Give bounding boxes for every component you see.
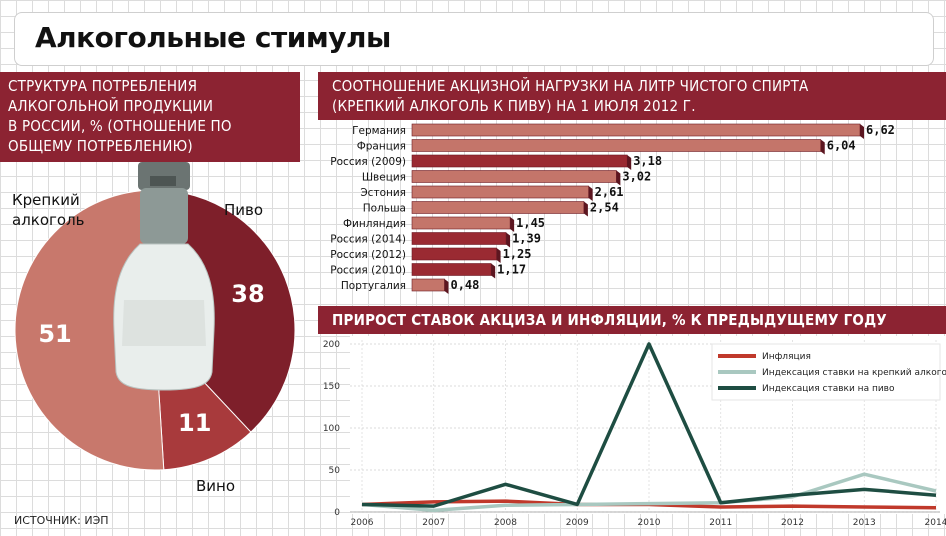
bar-value-label: 0,48: [450, 278, 479, 292]
y-tick-label: 0: [334, 508, 340, 518]
legend-label: Инфляция: [762, 352, 811, 362]
bar-value-label: 2,61: [595, 185, 624, 199]
pie-heading-line: СТРУКТУРА ПОТРЕБЛЕНИЯ: [8, 77, 198, 95]
bar-category-label: Россия (2012): [330, 249, 406, 261]
x-tick-label: 2008: [494, 518, 517, 528]
pie-label-strong-line: Крепкий: [12, 191, 80, 209]
y-tick-label: 150: [323, 382, 340, 392]
bottle-icon: [113, 162, 215, 391]
bar-shadow: [583, 201, 588, 217]
pie-value-label: 51: [38, 320, 71, 348]
bar-shadow: [510, 217, 515, 232]
x-tick-label: 2012: [781, 518, 804, 528]
pie-heading-line: АЛКОГОЛЬНОЙ ПРОДУКЦИИ: [8, 97, 214, 115]
bar-value-label: 2,54: [590, 201, 619, 215]
pie-heading: СТРУКТУРА ПОТРЕБЛЕНИЯ АЛКОГОЛЬНОЙ ПРОДУК…: [0, 72, 300, 162]
bar-shadow: [820, 139, 825, 155]
bar-category-label: Россия (2010): [330, 265, 406, 277]
x-tick-label: 2014: [925, 518, 946, 528]
legend-label: Индексация ставки на крепкий алкоголь: [762, 368, 946, 378]
bar-category-label: Эстония: [360, 187, 406, 199]
bar-value-label: 6,62: [866, 123, 895, 137]
pie-label-beer: Пиво: [224, 201, 264, 219]
bar-heading-line: (КРЕПКИЙ АЛКОГОЛЬ К ПИВУ) НА 1 ИЮЛЯ 2012…: [332, 97, 696, 115]
pie-value-label: 11: [178, 409, 211, 437]
x-tick-label: 2011: [709, 518, 732, 528]
pie-heading-line: В РОССИИ, % (ОТНОШЕНИЕ ПО: [8, 117, 232, 135]
bar-category-label: Швеция: [362, 172, 406, 184]
bar-shadow: [627, 155, 632, 170]
bar-shadow: [860, 124, 864, 139]
pie-label-strong: Крепкий алкоголь: [12, 190, 85, 230]
bar-shadow: [588, 186, 593, 201]
y-tick-label: 100: [323, 424, 340, 434]
x-tick-label: 2010: [638, 518, 661, 528]
bar-category-label: Россия (2014): [330, 234, 406, 246]
bar-shadow: [496, 248, 501, 263]
series-line: [361, 342, 937, 508]
bar-value-label: 6,04: [827, 139, 856, 153]
pie-label-wine: Вино: [196, 477, 236, 495]
page-title: Алкогольные стимулы: [35, 21, 391, 54]
bar-value-label: 1,17: [497, 263, 526, 277]
legend-label: Индексация ставки на пиво: [762, 384, 895, 394]
bar-category-label: Германия: [352, 125, 406, 137]
pie-heading-line: ОБЩЕМУ ПОТРЕБЛЕНИЮ): [8, 137, 193, 155]
bar-value-label: 1,39: [512, 232, 541, 246]
x-tick-label: 2009: [566, 518, 589, 528]
bar-category-label: Россия (2009): [330, 156, 406, 168]
pie-label-strong-line: алкоголь: [12, 211, 85, 229]
series-line: [361, 472, 937, 513]
bar-shadow: [506, 232, 511, 248]
bar-category-label: Польша: [363, 203, 406, 215]
source-note: ИСТОЧНИК: ИЭП: [14, 514, 109, 527]
bar-value-label: 1,25: [503, 247, 532, 261]
y-tick-label: 50: [329, 466, 341, 476]
y-tick-label: 200: [323, 340, 340, 350]
bar-category-label: Финляндия: [343, 218, 406, 230]
pie-value-label: 38: [231, 280, 264, 308]
bar-value-label: 3,18: [633, 154, 662, 168]
bar-category-label: Франция: [357, 141, 406, 153]
x-tick-label: 2006: [351, 518, 374, 528]
title-box: Алкогольные стимулы: [14, 12, 934, 66]
bar-value-label: 3,02: [622, 170, 651, 184]
bar-category-label: Португалия: [341, 280, 406, 292]
x-tick-label: 2013: [853, 518, 876, 528]
bar-shadow: [444, 279, 449, 294]
bar-shadow: [616, 170, 621, 186]
bar-heading-line: СООТНОШЕНИЕ АКЦИЗНОЙ НАГРУЗКИ НА ЛИТР ЧИ…: [332, 77, 809, 95]
x-tick-label: 2007: [422, 518, 445, 528]
line-heading: ПРИРОСТ СТАВОК АКЦИЗА И ИНФЛЯЦИИ, % К ПР…: [318, 306, 946, 334]
bar-value-label: 1,45: [516, 216, 545, 230]
bar-shadow: [491, 263, 496, 279]
bar-heading: СООТНОШЕНИЕ АКЦИЗНОЙ НАГРУЗКИ НА ЛИТР ЧИ…: [318, 72, 946, 120]
